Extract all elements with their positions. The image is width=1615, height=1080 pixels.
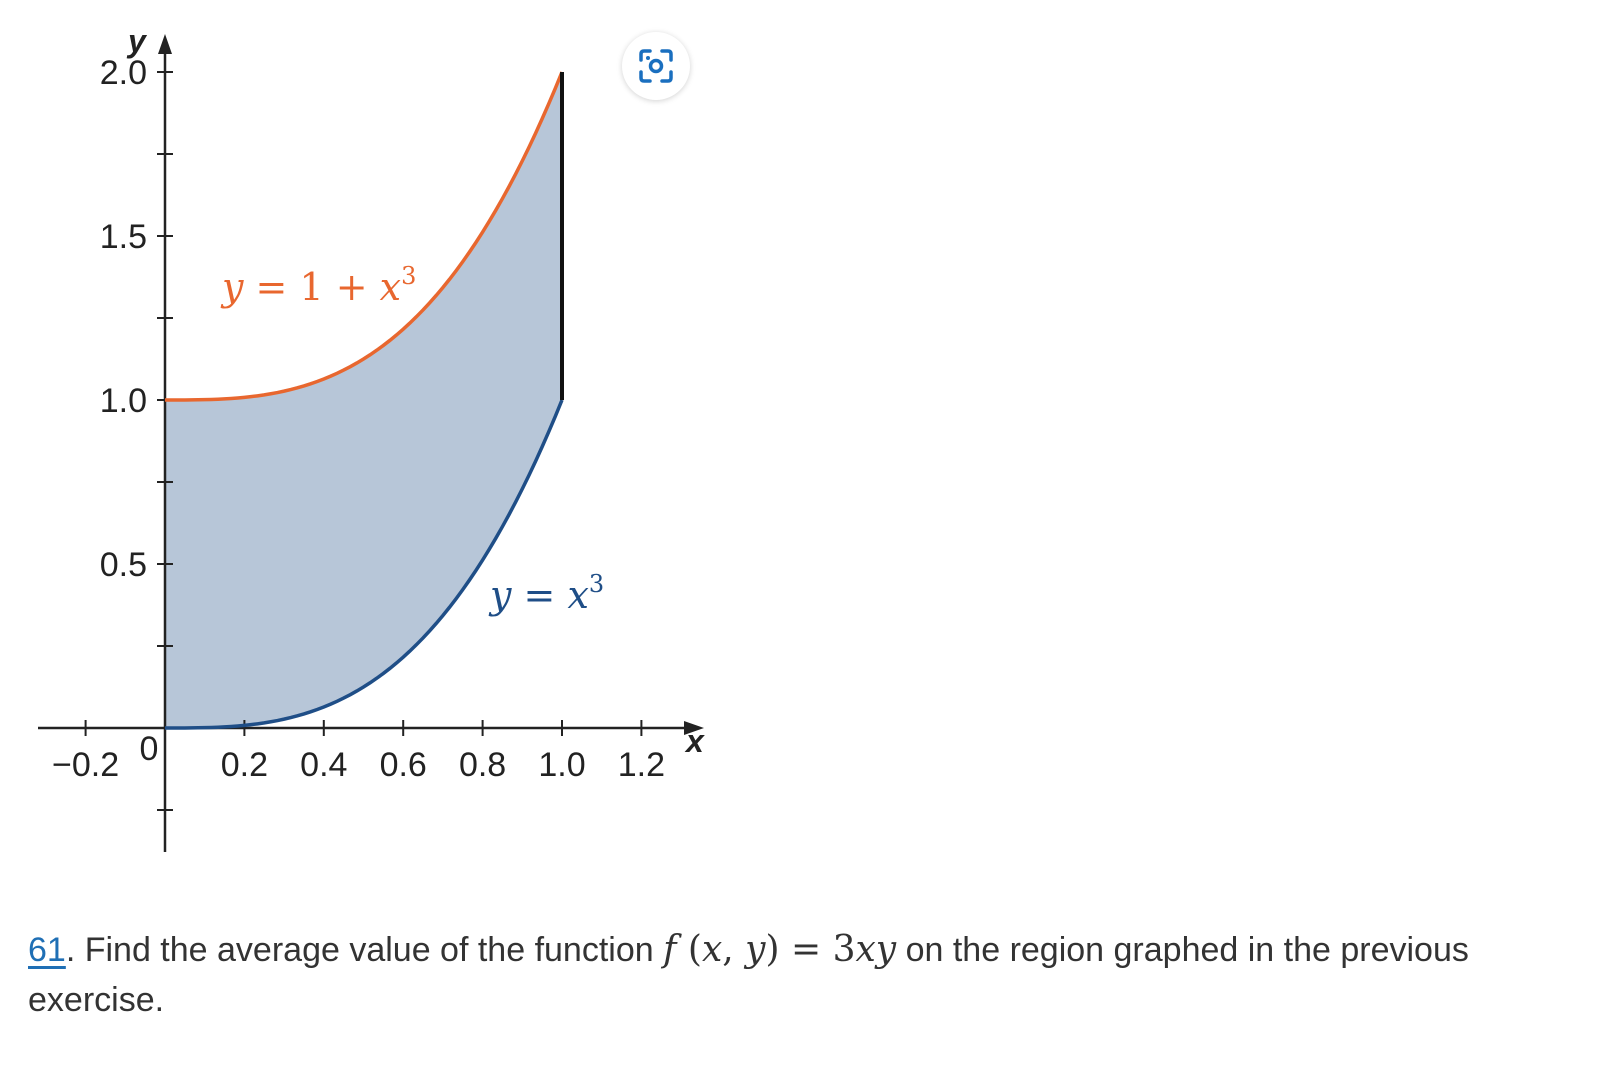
x-tick-label: 0.8	[459, 746, 506, 784]
y-axis-arrow	[158, 34, 172, 54]
exercise-text-before: . Find the average value of the function	[65, 931, 664, 969]
annotation-upper-curve: y = 1 + x3	[220, 262, 416, 309]
image-scan-button[interactable]	[622, 32, 690, 100]
formula-f: f	[663, 929, 677, 970]
x-axis-arrow	[684, 721, 704, 735]
series-line-lower	[165, 399, 564, 730]
x-axis	[38, 721, 704, 735]
annotation-lower-var-y: y	[488, 573, 512, 617]
scan-icon	[639, 49, 673, 83]
annotation-upper-exp: 3	[401, 262, 416, 290]
annotation-upper-eq: = 1 +	[243, 265, 379, 309]
x-tick-label: −0.2	[52, 746, 119, 784]
formula-x: x	[701, 929, 723, 970]
annotation-lower-exp: 3	[589, 570, 604, 598]
annotation-lower-eq: =	[511, 573, 567, 617]
x-tick-label: 1.0	[538, 746, 585, 784]
formula-rhs-coefficient: 3	[832, 929, 856, 970]
formula-lparen: (	[676, 929, 702, 970]
y-tick-label: 2.0	[100, 54, 147, 92]
x-tick-labels: −0.2 0 0.2 0.4 0.6 0.8 1.0 1.2	[52, 730, 665, 784]
area-chart: −0.2 0 0.2 0.4 0.6 0.8 1.0 1.2 2.0 1.5 1.0 0.5 x y…	[38, 23, 705, 852]
annotation-upper-var-x: x	[380, 265, 401, 309]
exercise-text-after: on the region graphed in the previous ex…	[28, 931, 1469, 1019]
formula-y: y	[745, 929, 766, 970]
x-tick-label: 0.2	[221, 746, 268, 784]
annotation-lower-curve: y = x3	[488, 570, 604, 617]
x-axis-label: x	[684, 723, 705, 759]
x-ticks	[84, 720, 643, 736]
y-tick-label: 1.5	[100, 218, 147, 256]
formula-rhs-vars: xy	[855, 929, 897, 970]
formula-comma: ,	[722, 929, 746, 970]
x-tick-label: 1.2	[618, 746, 665, 784]
exercise-text: 61. Find the average value of the functi…	[28, 925, 1588, 1025]
y-tick-labels: 2.0 1.5 1.0 0.5	[100, 54, 147, 584]
formula-rparen: )	[765, 929, 780, 970]
y-axis	[158, 34, 172, 852]
exercise-number-link[interactable]: 61	[28, 931, 66, 969]
x-tick-label: 0	[140, 730, 159, 768]
function-formula: f (x, y) = 3xy	[663, 929, 896, 970]
shaded-region	[165, 72, 562, 728]
annotation-lower-var-x: x	[567, 573, 588, 617]
formula-equals: =	[779, 929, 833, 970]
y-tick-label: 0.5	[100, 546, 147, 584]
annotation-upper-var-y: y	[220, 265, 244, 309]
x-tick-label: 0.6	[380, 746, 427, 784]
y-axis-label: y	[126, 23, 148, 59]
series-line-upper	[165, 71, 564, 402]
y-tick-label: 1.0	[100, 382, 147, 420]
x-tick-label: 0.4	[300, 746, 347, 784]
